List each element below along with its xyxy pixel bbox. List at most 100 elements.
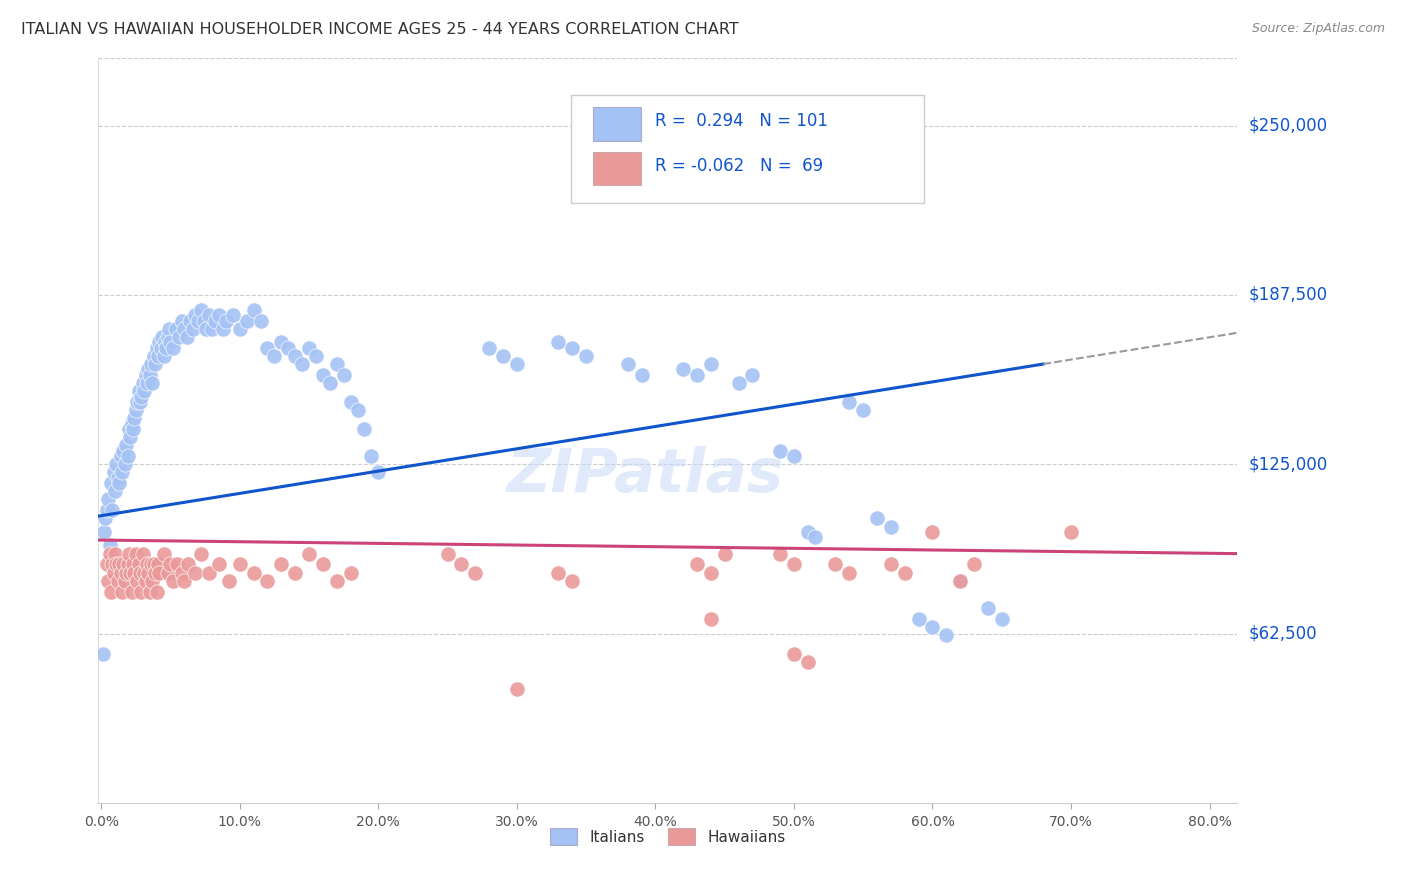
Point <box>117 558 139 572</box>
Point <box>464 566 486 580</box>
Point <box>783 558 806 572</box>
Point <box>284 349 307 363</box>
Point <box>949 574 972 588</box>
Point <box>115 438 138 452</box>
Point <box>339 566 361 580</box>
Point <box>101 503 124 517</box>
Point <box>184 308 207 322</box>
Point <box>256 574 278 588</box>
Text: $187,500: $187,500 <box>1249 286 1327 304</box>
Point <box>783 647 806 661</box>
Point <box>157 322 180 336</box>
Point <box>190 547 212 561</box>
Point <box>852 403 875 417</box>
Legend: Italians, Hawaiians: Italians, Hawaiians <box>544 822 792 851</box>
Point <box>312 558 335 572</box>
Point <box>112 558 135 572</box>
Text: ITALIAN VS HAWAIIAN HOUSEHOLDER INCOME AGES 25 - 44 YEARS CORRELATION CHART: ITALIAN VS HAWAIIAN HOUSEHOLDER INCOME A… <box>21 22 738 37</box>
Point <box>547 335 569 350</box>
Point <box>506 681 529 696</box>
Point <box>229 558 252 572</box>
Point <box>298 341 321 355</box>
Point <box>134 566 156 580</box>
Point <box>325 574 347 588</box>
Point <box>120 430 142 444</box>
Point <box>616 357 638 371</box>
Point <box>100 584 122 599</box>
Point <box>575 349 598 363</box>
Point <box>110 449 132 463</box>
Text: $62,500: $62,500 <box>1249 624 1317 642</box>
Point <box>148 335 170 350</box>
Point <box>170 566 193 580</box>
Point <box>561 341 583 355</box>
Point <box>132 376 155 390</box>
Point <box>319 376 342 390</box>
Point <box>921 620 943 634</box>
Point <box>824 558 846 572</box>
Point <box>145 341 167 355</box>
Point <box>249 314 271 328</box>
Point <box>107 471 129 485</box>
Point <box>838 566 860 580</box>
Point <box>977 600 1000 615</box>
Point <box>162 574 184 588</box>
Text: ZIPatlas: ZIPatlas <box>506 446 783 505</box>
Point <box>100 476 122 491</box>
Point <box>492 349 515 363</box>
Point <box>907 612 929 626</box>
Point <box>990 612 1012 626</box>
Point <box>118 547 141 561</box>
Point <box>94 511 117 525</box>
Point <box>700 357 723 371</box>
Point <box>332 368 354 382</box>
Point <box>700 612 723 626</box>
Point <box>176 330 198 344</box>
Point <box>124 411 146 425</box>
Point <box>170 314 193 328</box>
Point <box>96 558 118 572</box>
Point <box>149 341 172 355</box>
Point <box>114 574 136 588</box>
Point <box>122 558 145 572</box>
Point <box>367 466 389 480</box>
Point <box>121 417 143 431</box>
Point <box>104 547 127 561</box>
Point <box>108 558 131 572</box>
Text: $125,000: $125,000 <box>1249 455 1327 474</box>
Point <box>111 584 134 599</box>
Point <box>125 547 148 561</box>
Point <box>115 566 138 580</box>
Point <box>360 449 382 463</box>
Point <box>145 584 167 599</box>
Point <box>117 449 139 463</box>
Point <box>339 395 361 409</box>
Point <box>212 322 235 336</box>
Point <box>181 322 204 336</box>
Point <box>346 403 368 417</box>
Point <box>270 558 292 572</box>
Point <box>700 566 723 580</box>
Point <box>204 314 226 328</box>
Point <box>478 341 501 355</box>
Point <box>132 547 155 561</box>
Point <box>139 558 162 572</box>
Point <box>142 558 165 572</box>
Point <box>305 349 328 363</box>
Point <box>312 368 335 382</box>
Point <box>277 341 299 355</box>
Point <box>146 349 169 363</box>
Point <box>104 484 127 499</box>
Point <box>177 558 200 572</box>
FancyBboxPatch shape <box>571 95 924 203</box>
Point <box>98 547 121 561</box>
Point <box>105 457 128 471</box>
Point <box>803 530 825 544</box>
Point <box>110 566 132 580</box>
Point <box>672 362 695 376</box>
Point <box>686 368 709 382</box>
Point <box>450 558 472 572</box>
Point <box>198 566 221 580</box>
Point <box>111 466 134 480</box>
Point <box>93 524 115 539</box>
